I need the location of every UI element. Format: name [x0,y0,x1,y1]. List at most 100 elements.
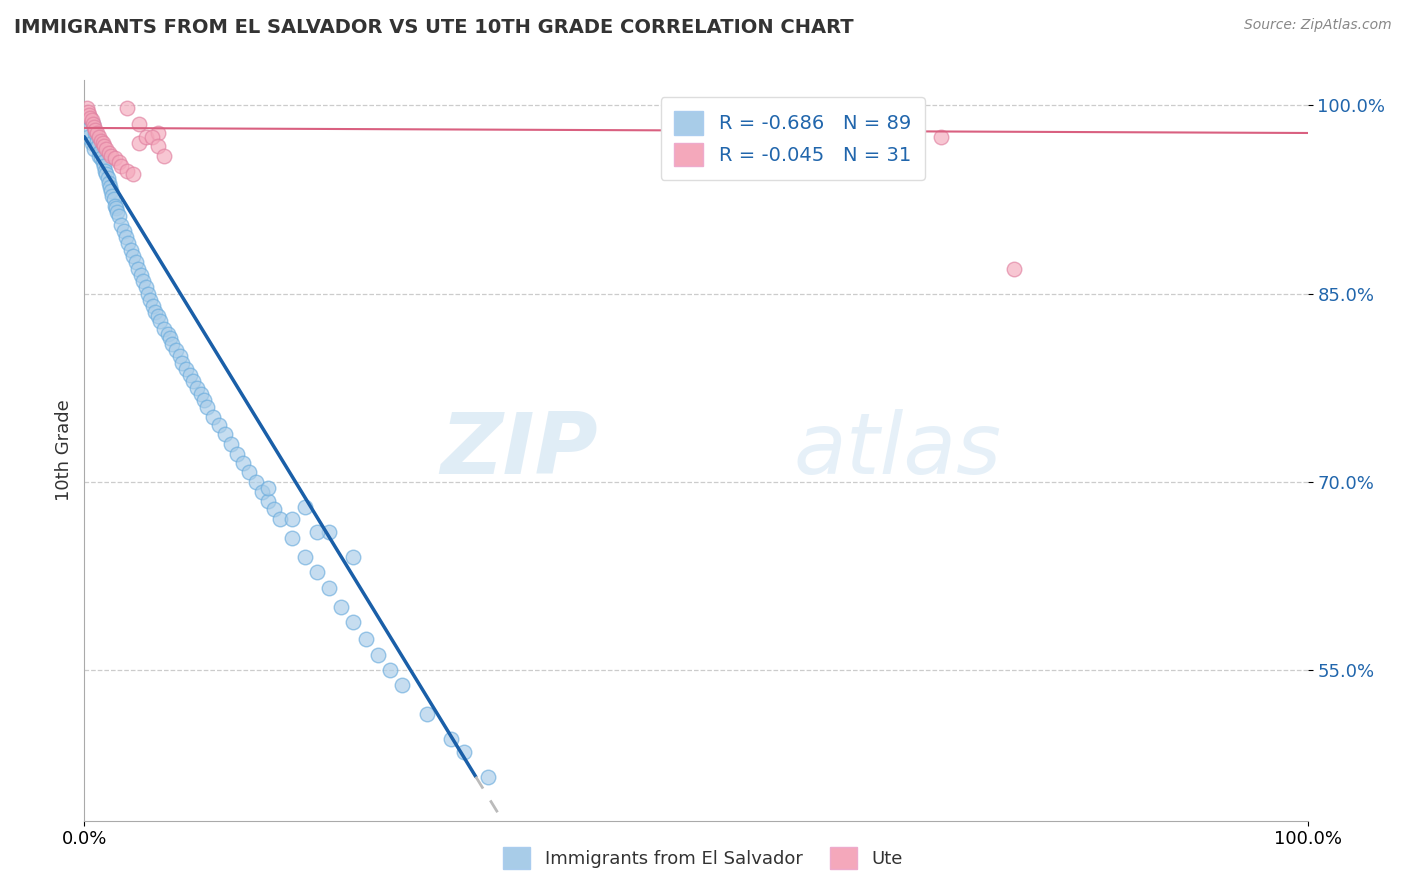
Point [97,146,120,161]
Point [453,745,475,759]
Point [87,148,110,162]
Point [342,550,364,565]
Point [416,706,439,721]
Text: ZIP: ZIP [440,409,598,492]
Point [174,362,197,376]
Point [132,274,155,288]
Point [86,126,108,140]
Point [149,314,172,328]
Point [238,465,260,479]
Point [82,117,104,131]
Point [190,387,212,401]
Point [391,678,413,692]
Point [90,151,112,165]
Point [146,126,169,140]
Point [77,108,100,122]
Point [179,368,201,383]
Point [105,201,128,215]
Point [294,550,316,565]
Point [97,176,120,190]
Point [226,447,249,461]
Text: IMMIGRANTS FROM EL SALVADOR VS UTE 10TH GRADE CORRELATION CHART: IMMIGRANTS FROM EL SALVADOR VS UTE 10TH … [14,18,853,37]
Point [159,330,181,344]
Point [122,168,145,182]
Point [103,193,125,207]
Point [294,500,316,514]
Point [93,138,115,153]
Point [929,129,952,144]
Point [94,163,117,178]
Point [98,180,121,194]
Point [107,209,129,223]
Point [91,154,114,169]
Point [208,418,231,433]
Point [380,663,402,677]
Point [97,171,120,186]
Point [83,120,105,134]
Point [1002,261,1025,276]
Point [153,322,176,336]
Point [76,101,98,115]
Point [146,309,169,323]
Point [115,101,138,115]
Point [156,326,179,341]
Point [354,632,377,646]
Point [110,218,132,232]
Point [169,349,191,363]
Point [80,113,103,128]
Point [79,111,101,125]
Point [440,732,463,747]
Point [153,148,176,162]
Point [263,502,285,516]
Point [79,111,101,125]
Point [104,151,127,165]
Legend: R = -0.686   N = 89, R = -0.045   N = 31: R = -0.686 N = 89, R = -0.045 N = 31 [661,97,925,180]
Point [165,343,187,357]
Point [172,356,194,370]
Point [125,255,148,269]
Point [82,117,104,131]
Point [269,512,291,526]
Point [77,104,100,119]
Point [281,531,304,545]
Point [112,224,135,238]
Point [305,565,328,579]
Point [181,375,204,389]
Point [342,615,364,630]
Point [110,159,132,173]
Point [84,126,107,140]
Point [122,249,145,263]
Point [201,409,224,424]
Point [162,336,184,351]
Point [367,648,389,662]
Point [142,299,165,313]
Point [100,184,122,198]
Point [96,168,118,182]
Text: atlas: atlas [794,409,1002,492]
Point [115,230,138,244]
Point [107,154,129,169]
Point [83,142,105,156]
Point [104,199,127,213]
Point [90,134,112,148]
Point [245,475,267,489]
Y-axis label: 10th Grade: 10th Grade [55,400,73,501]
Point [318,582,340,596]
Point [214,427,236,442]
Point [93,159,115,173]
Point [76,123,98,137]
Point [143,305,166,319]
Point [477,770,499,784]
Point [330,600,353,615]
Point [77,129,100,144]
Point [101,188,124,202]
Point [257,481,280,495]
Point [80,136,103,150]
Point [89,145,111,159]
Point [257,493,280,508]
Point [84,123,107,137]
Point [318,524,340,539]
Point [91,136,114,150]
Point [186,381,208,395]
Point [195,400,218,414]
